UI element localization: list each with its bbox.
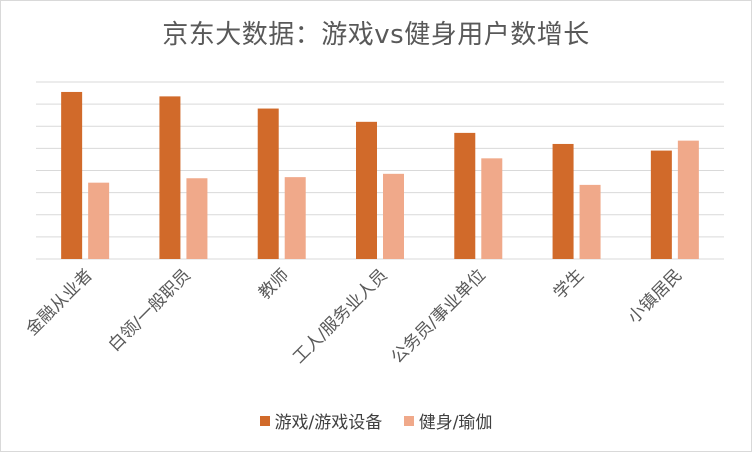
- legend-item-fitness: 健身/瑜伽: [403, 408, 493, 433]
- bar-games-6: [650, 150, 672, 259]
- x-tick-label: 公务员/事业单位: [387, 265, 489, 367]
- bar-games-0: [61, 91, 83, 259]
- bar-fitness-5: [579, 184, 601, 259]
- bar-fitness-4: [481, 158, 503, 259]
- legend-swatch-fitness: [403, 415, 414, 426]
- legend: 游戏/游戏设备 健身/瑜伽: [0, 408, 752, 433]
- bar-games-2: [257, 108, 279, 259]
- x-tick-label: 小镇居民: [624, 265, 686, 327]
- legend-label-fitness: 健身/瑜伽: [418, 413, 493, 433]
- bar-fitness-3: [383, 173, 404, 259]
- bar-games-3: [356, 121, 377, 259]
- bar-games-4: [454, 132, 476, 259]
- bar-games-1: [159, 96, 181, 259]
- x-tick-label: 白领/一般职员: [105, 265, 195, 355]
- chart-title: 京东大数据：游戏vs健身用户数增长: [162, 20, 590, 50]
- x-tick-label: 金融从业者: [22, 265, 96, 339]
- bar-fitness-1: [186, 178, 208, 259]
- x-tick-label: 教师: [255, 265, 293, 303]
- bar-fitness-6: [677, 140, 699, 259]
- bar-fitness-2: [284, 177, 306, 259]
- x-tick-label: 学生: [550, 265, 588, 303]
- bars: [61, 91, 699, 259]
- bar-fitness-0: [88, 182, 110, 259]
- legend-label-games: 游戏/游戏设备: [274, 413, 383, 433]
- bar-games-5: [552, 143, 574, 259]
- legend-swatch-games: [259, 415, 270, 426]
- x-tick-label: 工人/服务业人员: [289, 265, 391, 367]
- legend-item-games: 游戏/游戏设备: [259, 408, 383, 433]
- gridlines: [36, 81, 724, 260]
